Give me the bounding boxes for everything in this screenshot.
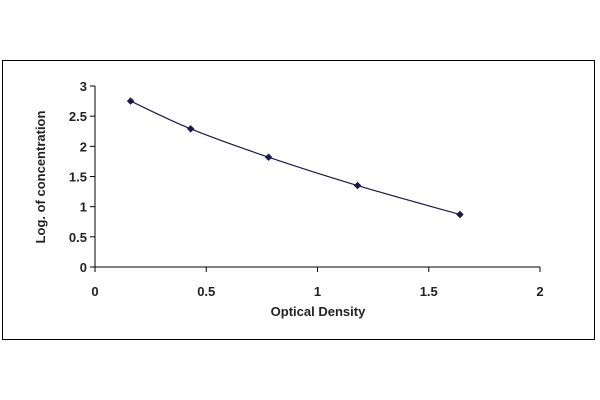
x-tick-label: 1	[314, 284, 321, 299]
y-tick-label: 1	[80, 200, 87, 215]
x-tick-label: 0	[91, 284, 98, 299]
y-tick-label: 0	[80, 260, 87, 275]
data-point	[126, 97, 135, 105]
data-point	[353, 181, 362, 190]
data-point	[264, 153, 273, 162]
y-tick-label: 0.5	[69, 230, 87, 245]
chart-frame	[2, 60, 595, 340]
series-line	[130, 100, 461, 216]
x-tick-label: 2	[536, 284, 543, 299]
y-tick-label: 1.5	[69, 170, 87, 185]
y-tick-label: 2.5	[69, 109, 87, 124]
y-ticks: 0 0.5 1 1.5 2 2.5 3	[69, 79, 95, 275]
data-point	[456, 210, 464, 219]
x-axis-label: Optical Density	[271, 304, 366, 319]
x-tick-label: 0.5	[197, 284, 215, 299]
series-layer	[126, 97, 464, 219]
x-ticks: 0 0.5 1 1.5 2	[91, 267, 544, 299]
x-tick-label: 1.5	[420, 284, 438, 299]
axes	[94, 86, 540, 268]
y-axis-label: Log. of concentration	[33, 111, 48, 244]
y-tick-label: 3	[80, 79, 87, 94]
y-tick-label: 2	[80, 139, 87, 154]
data-point	[186, 124, 195, 133]
